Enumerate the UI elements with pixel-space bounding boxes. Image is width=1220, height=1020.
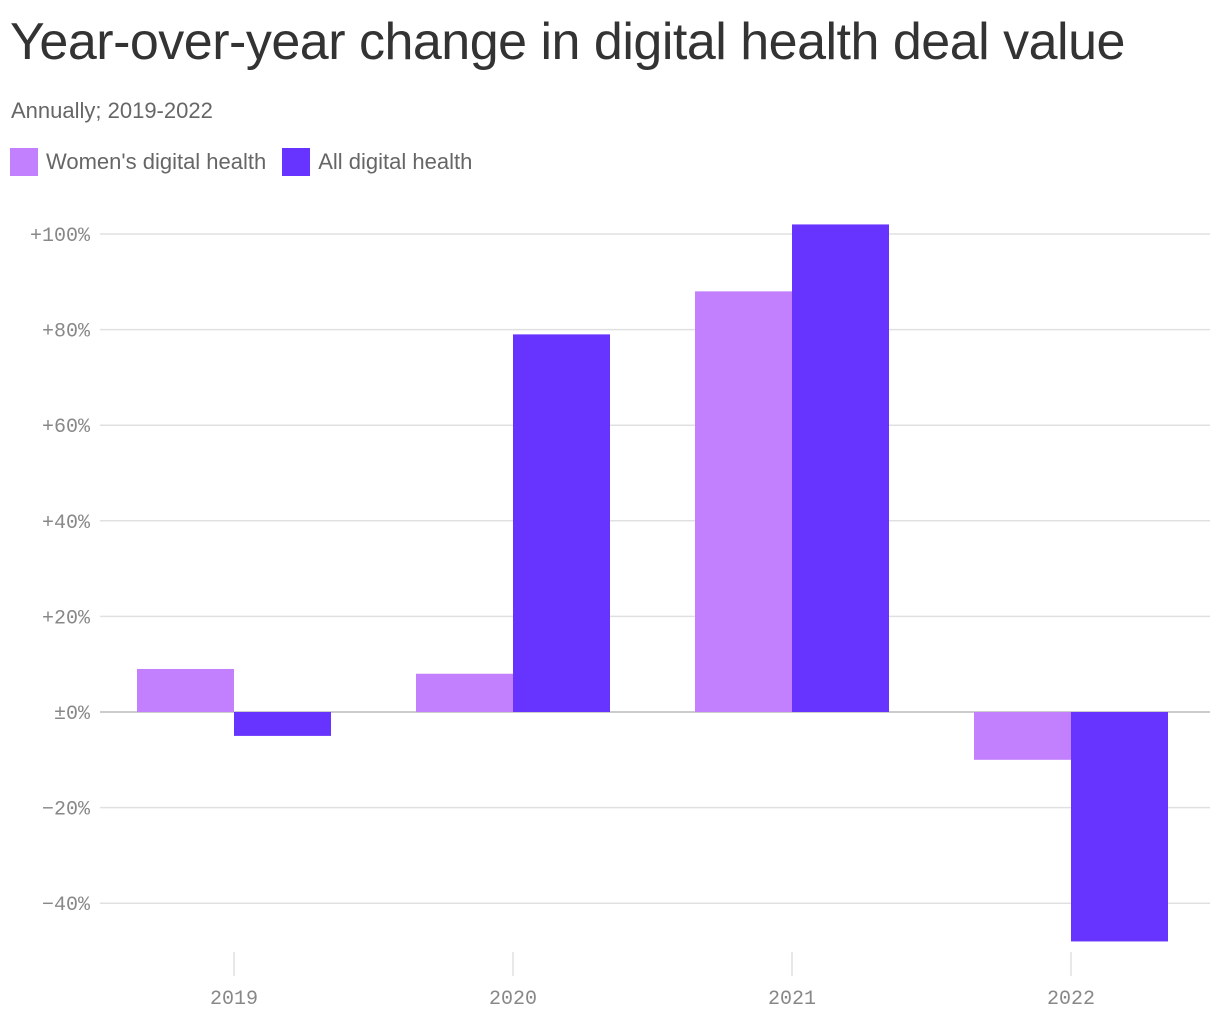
y-tick-label: +20% (42, 607, 91, 630)
legend-label-all: All digital health (318, 149, 473, 174)
y-tick-label: +60% (42, 416, 91, 439)
y-tick-label: +100% (30, 225, 91, 248)
legend-item-all: All digital health (282, 148, 472, 176)
x-tick-label: 2020 (489, 988, 537, 1011)
x-tick-label: 2022 (1047, 988, 1095, 1011)
bar-all-2021 (792, 224, 889, 712)
y-tick-label: +40% (42, 512, 91, 535)
legend-swatch-all (282, 148, 311, 176)
x-tick-label: 2019 (210, 988, 258, 1011)
y-tick-label: −20% (42, 799, 91, 822)
chart-subtitle: Annually; 2019-2022 (11, 98, 213, 123)
bar-all-2020 (513, 334, 610, 712)
chart-title: Year-over-year change in digital health … (10, 13, 1125, 71)
legend-item-women: Women's digital health (10, 148, 266, 176)
bar-women-2020 (416, 673, 513, 712)
bar-all-2022 (1071, 712, 1168, 942)
bar-women-2019 (137, 668, 234, 712)
legend-label-women: Women's digital health (46, 149, 267, 174)
bar-all-2019 (234, 712, 331, 736)
bar-women-2021 (695, 291, 792, 712)
y-tick-label: +80% (42, 321, 91, 344)
y-tick-label: ±0% (54, 703, 91, 726)
x-tick-label: 2021 (768, 988, 816, 1011)
legend: Women's digital health All digital healt… (10, 148, 488, 176)
legend-swatch-women (10, 148, 38, 176)
y-tick-label: −40% (42, 894, 91, 917)
bar-women-2022 (974, 712, 1071, 760)
